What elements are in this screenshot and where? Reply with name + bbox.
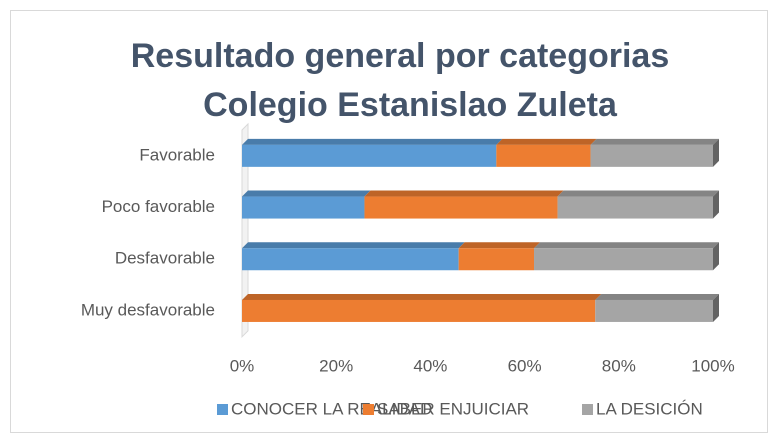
y-tick-label: Favorable xyxy=(139,145,215,164)
y-tick-label: Desfavorable xyxy=(115,249,215,268)
bar-top xyxy=(595,293,719,300)
bar xyxy=(557,196,713,219)
x-tick-label: 40% xyxy=(413,356,447,375)
bar-side xyxy=(713,242,719,271)
bar-top xyxy=(496,138,597,145)
bar xyxy=(458,248,535,271)
x-tick-label: 20% xyxy=(319,356,353,375)
x-tick-label: 80% xyxy=(602,356,636,375)
legend-label: SABER ENJUICIAR xyxy=(377,399,529,418)
legend-label: LA DESICIÓN xyxy=(596,399,703,418)
bar-top xyxy=(242,293,602,300)
bar-top xyxy=(364,190,564,197)
bar xyxy=(590,144,713,167)
legend-label: CONOCER LA REALIDAD xyxy=(231,399,432,418)
bar-top xyxy=(242,242,465,249)
legend-swatch xyxy=(582,404,593,415)
bar-top xyxy=(458,242,541,249)
bar-top xyxy=(557,190,719,197)
x-tick-label: 100% xyxy=(691,356,734,375)
bar xyxy=(364,196,558,219)
x-tick-label: 60% xyxy=(508,356,542,375)
bar xyxy=(595,299,713,322)
bar xyxy=(242,299,596,322)
legend-swatch xyxy=(217,404,228,415)
bar-top xyxy=(242,190,371,197)
bar xyxy=(242,248,459,271)
legend-swatch xyxy=(363,404,374,415)
y-tick-label: Muy desfavorable xyxy=(81,300,215,319)
bar-top xyxy=(534,242,719,249)
bar-side xyxy=(713,293,719,322)
bar-side xyxy=(713,190,719,219)
chart-title: Resultado general por categorias xyxy=(131,37,670,75)
bar xyxy=(242,144,497,167)
y-tick-label: Poco favorable xyxy=(102,197,215,216)
chart-subtitle: Colegio Estanislao Zuleta xyxy=(203,86,618,124)
x-tick-label: 0% xyxy=(230,356,255,375)
bar xyxy=(496,144,591,167)
bar-top xyxy=(242,138,503,145)
bar-top xyxy=(590,138,719,145)
bar xyxy=(534,248,713,271)
bar-side xyxy=(713,138,719,167)
chart-border xyxy=(10,10,768,433)
bar xyxy=(242,196,365,219)
